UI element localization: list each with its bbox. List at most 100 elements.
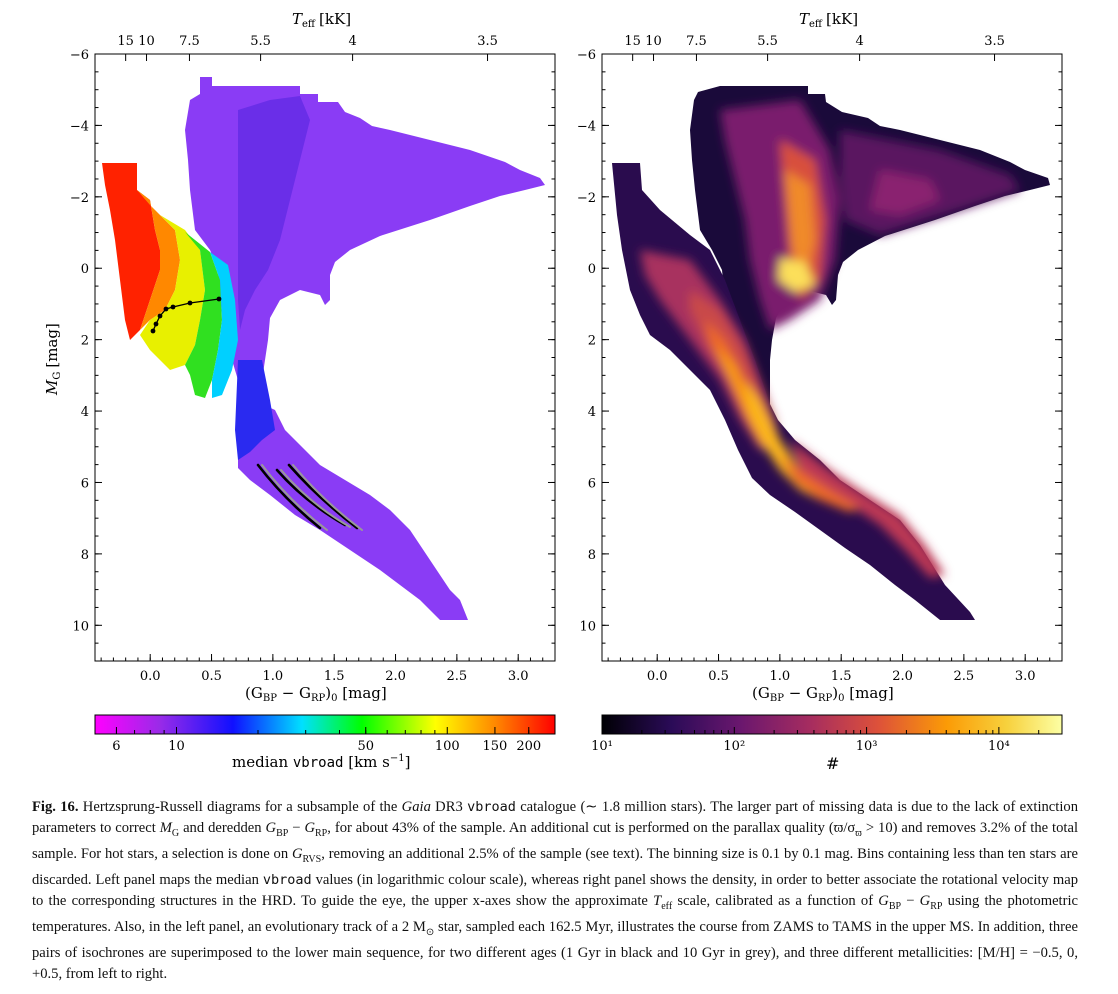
caption-text: RP [930,900,943,912]
left-panel: 0.0 0.5 1.0 1.5 2.0 2.5 3.0 −6 −4 −2 0 2 4 6 8 10 15 10 7.… [43,10,556,771]
right-density-glow [640,100,1020,578]
y-tick-label: 0 [81,262,89,277]
y-tick-label: −6 [577,48,596,63]
caption-text: DR3 [430,799,468,815]
isochrones [256,463,363,531]
y-tick-label: 8 [588,548,596,563]
colorbar-tick-label: 10¹ [591,739,613,754]
top-tick-label: 3.5 [984,34,1005,49]
right-ticks: 0.0 0.5 1.0 1.5 2.0 2.5 3.0 −6 −4 −2 0 2 4 6 8 10 15 10 7.… [577,34,1062,684]
left-heatmap [102,77,545,620]
left-colorbar-ticks: 6 10 50 100 150 200 [94,727,541,754]
caption-text: G [171,827,180,839]
left-colorbar-label: median vbroad [km s−1] [232,753,410,771]
left-upper-ms-orange [137,190,180,330]
caption-text: BP [276,827,289,839]
y-tick-label: 2 [81,334,89,349]
caption-text: ⊙ [425,926,435,938]
y-tick-label: 6 [81,476,89,491]
y-tick-label: 4 [81,405,89,420]
left-lower-ms [238,404,468,620]
caption-text: , removing an additional 2.5% of the sam… [32,845,1078,888]
right-colorbar-ticks: 10¹ 10² 10³ 10⁴ [591,727,1063,754]
x-tick-label: 0.5 [708,669,729,684]
caption-text: scale, calibrated as a function of [672,892,879,909]
left-ticks: 0.0 0.5 1.0 1.5 2.0 2.5 3.0 −6 −4 −2 0 2 4 6 8 10 15 10 7.… [70,34,555,684]
left-upper-ms-red [102,163,160,340]
caption-text: G [304,820,315,836]
x-tick-label: 1.0 [770,669,791,684]
top-tick-label: 7.5 [179,34,200,49]
right-colorbar-label: # [826,754,839,773]
top-tick-label: 10 [138,34,155,49]
x-tick-label: 2.5 [954,669,975,684]
caption-text: and deredden [179,820,266,836]
y-tick-label: −2 [577,191,596,206]
y-tick-label: 0 [588,262,596,277]
caption-text: BP [888,900,902,912]
right-colorbar [601,714,1063,735]
colorbar-tick-label: 6 [112,739,120,754]
left-x-axis-label: (GBP − GRP)0 [mag] [245,684,387,704]
top-tick-label: 4 [348,34,356,49]
colorbar-tick-label: 50 [357,739,374,754]
right-top-axis-label: Teff [kK] [799,10,858,30]
y-tick-label: −4 [577,119,596,134]
x-tick-label: 2.0 [385,669,406,684]
caption-text: , for about 43% of the sample. An additi… [327,820,856,836]
top-tick-label: 10 [645,34,662,49]
x-tick-label: 2.0 [892,669,913,684]
y-tick-label: −6 [70,48,89,63]
y-tick-label: −4 [70,119,89,134]
figure: 0.0 0.5 1.0 1.5 2.0 2.5 3.0 −6 −4 −2 0 2 4 6 8 10 15 10 7.… [43,10,1063,773]
caption-text: T [653,892,662,909]
caption-text: M [159,820,172,836]
colorbar-tick-label: 150 [483,739,508,754]
caption-text: − [901,892,920,909]
caption-text: > 10) and removes 3.2% of the total samp… [32,820,1078,862]
y-tick-label: 2 [588,334,596,349]
colorbar-tick-label: 200 [516,739,541,754]
top-tick-label: 15 [117,34,134,49]
x-tick-label: 1.5 [324,669,345,684]
track-points [150,296,222,334]
left-ms-blue [235,360,275,460]
colorbar-tick-label: 10³ [856,739,878,754]
x-tick-label: 1.5 [831,669,852,684]
caption-text: − [288,820,305,836]
caption-text: vbroad [467,799,516,815]
caption-text: eff [661,900,673,912]
caption-text: RVS [302,853,322,865]
left-colorbar [94,714,556,735]
right-panel: 0.0 0.5 1.0 1.5 2.0 2.5 3.0 −6 −4 −2 0 2 4 6 8 10 15 10 7.… [577,10,1063,773]
caption-text: RP [315,827,328,839]
top-tick-label: 15 [624,34,641,49]
caption-text: Hertzsprung-Russell diagrams for a subsa… [78,799,402,815]
caption-text: G [878,892,889,909]
x-tick-label: 1.0 [263,669,284,684]
caption-text: G [292,845,303,862]
y-tick-label: 6 [588,476,596,491]
colorbar-tick-label: 10 [168,739,185,754]
right-x-axis-label: (GBP − GRP)0 [mag] [752,684,894,704]
y-tick-label: 8 [81,548,89,563]
y-tick-label: −2 [70,191,89,206]
caption-text: using the photometric temperatures. Also… [32,892,1078,935]
left-y-axis-label: MG[mag] [43,323,63,396]
right-heatmap [612,86,1050,620]
top-tick-label: 7.5 [686,34,707,49]
caption-text: G [265,820,277,836]
caption-text: Gaia [401,799,431,815]
left-top-axis-label: Teff [kK] [292,10,351,30]
x-tick-label: 2.5 [447,669,468,684]
x-tick-label: 0.0 [647,669,668,684]
colorbar-tick-label: 10² [723,739,745,754]
caption-text: vbroad [262,871,312,888]
left-upper-ms-cyan [210,252,238,398]
figure-caption: Fig. 16. Hertzsprung-Russell diagrams fo… [32,797,1078,985]
left-upper-ms-yellow [140,215,205,370]
x-tick-label: 3.0 [508,669,529,684]
caption-text: ϖ [855,827,862,839]
caption-text: G [919,892,931,909]
x-tick-label: 3.0 [1015,669,1036,684]
